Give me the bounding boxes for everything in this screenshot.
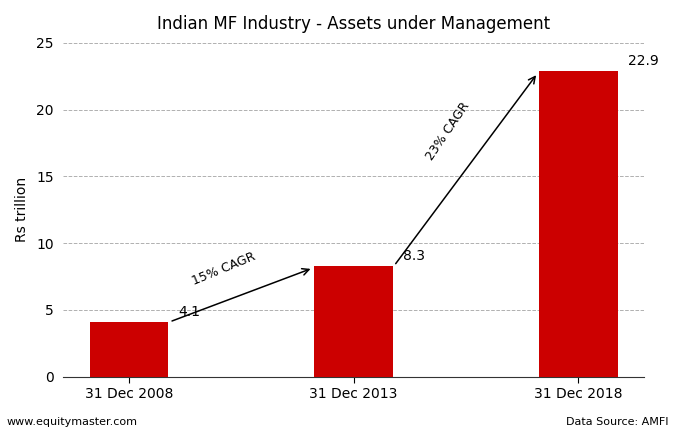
Text: 4.1: 4.1 — [178, 305, 200, 319]
Text: 8.3: 8.3 — [403, 249, 425, 263]
Title: Indian MF Industry - Assets under Management: Indian MF Industry - Assets under Manage… — [157, 15, 550, 33]
Text: 22.9: 22.9 — [628, 54, 658, 68]
Text: 15% CAGR: 15% CAGR — [190, 251, 257, 288]
Text: 23% CAGR: 23% CAGR — [424, 100, 472, 163]
Y-axis label: Rs trillion: Rs trillion — [15, 177, 29, 242]
Text: Data Source: AMFI: Data Source: AMFI — [566, 417, 668, 427]
Bar — [90, 322, 168, 377]
Bar — [539, 71, 618, 377]
Bar — [315, 266, 393, 377]
Text: www.equitymaster.com: www.equitymaster.com — [7, 417, 138, 427]
